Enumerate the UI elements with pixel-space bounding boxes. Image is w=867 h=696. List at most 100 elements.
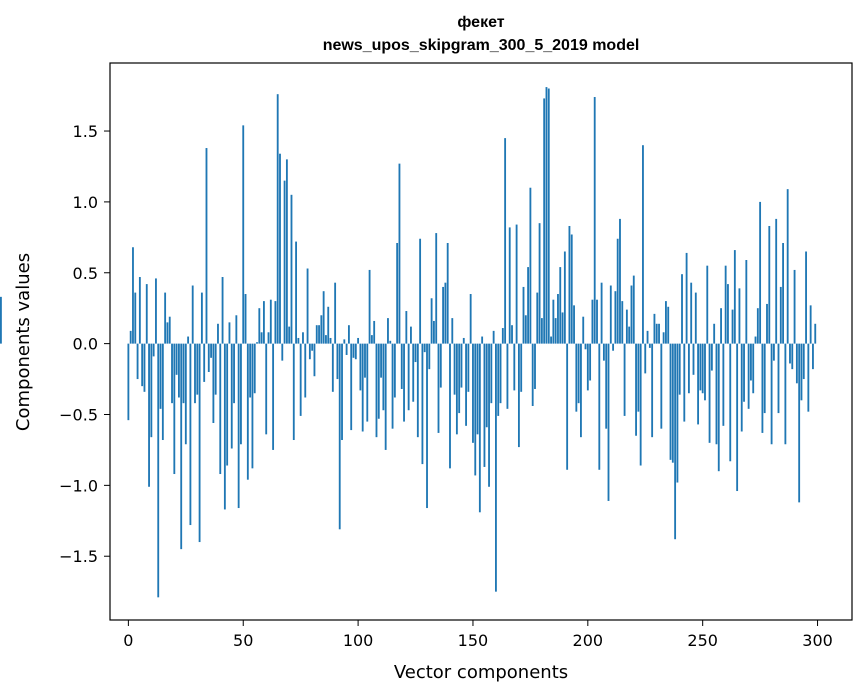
bar-component-260 [724,265,727,344]
bar-component-74 [297,337,300,344]
bar-component-136 [439,343,442,388]
bar-component-82 [315,325,318,344]
bar-component-210 [609,285,612,344]
bar-component-215 [621,301,624,344]
bar-component-138 [444,282,447,344]
bar-component-132 [430,298,433,344]
bar-component-130 [426,343,428,509]
bar-component-253 [708,343,711,443]
bar-component-84 [320,315,323,344]
bar-component-23 [180,343,183,550]
x-tick-label: 0 [123,631,133,650]
bar-component-44 [228,322,231,344]
bar-component-13 [157,343,160,598]
bar-component-76 [302,332,304,344]
bar-component-244 [687,343,690,394]
bar-component-105 [368,269,371,344]
bar-component-95 [345,343,348,355]
bar-component-2 [132,247,134,344]
bar-component-101 [359,343,362,391]
bar-component-274 [756,308,759,344]
bar-component-200 [586,343,589,391]
bar-component-43 [226,343,229,466]
bar-component-29 [194,343,196,404]
bar-component-225 [644,343,647,374]
bar-component-251 [704,343,706,401]
bar-component-54 [251,343,254,469]
bar-component-297 [809,305,812,344]
bar-component-139 [446,243,449,344]
bar-component-191 [566,343,569,470]
bar-component-102 [361,343,364,432]
y-axis-ticks: −1.5 −1.0 −0.5 0.0 0.5 1.0 1.5 [59,122,110,566]
bar-component-77 [304,343,307,398]
bar-component-159 [492,330,495,344]
bar-component-126 [416,343,419,438]
bar-component-42 [223,343,226,510]
bar-component-22 [178,343,180,398]
bar-component-214 [619,218,621,344]
bar-component-25 [184,343,187,445]
bar-component-173 [524,315,527,344]
bar-component-11 [152,343,155,357]
bar-component-212 [614,291,617,344]
bar-component-281 [772,343,775,361]
x-axis-ticks: 0 50 100 150 200 250 300 [123,620,833,650]
bar-component-217 [625,309,628,344]
bar-component-21 [175,343,178,375]
y-tick-label: 0.0 [73,335,98,354]
bar-component-107 [373,320,376,344]
bar-component-89 [331,343,334,392]
bar-component-222 [637,343,640,412]
bar-component-154 [481,336,484,344]
bar-component-172 [522,286,525,344]
bar-component-31 [198,343,201,543]
bar-component-238 [674,343,677,540]
bar-component-64 [274,301,277,344]
bar-component-121 [405,311,408,344]
bar-component-134 [435,233,438,344]
bar-component-12 [155,278,157,344]
bar-component-14 [159,343,162,409]
y-axis-label: Components values [13,253,34,431]
bar-component-264 [733,250,736,344]
bar-component-198 [582,316,585,344]
bar-component-203 [593,97,596,344]
bar-component-247 [694,292,697,344]
bar-component-169 [515,224,518,344]
bar-component-272 [752,343,755,394]
bar-component-246 [692,343,695,375]
bar-component-24 [182,343,185,404]
bar-component-115 [391,343,394,429]
bar-component-27 [189,343,192,526]
bar-component-53 [249,343,252,398]
bar-component-179 [538,223,541,344]
bar-component-91 [336,343,339,380]
bar-component-37 [212,343,215,423]
bar-component-128 [421,343,424,465]
bar-component-185 [552,299,555,344]
bar-component-267 [740,343,743,432]
bar-component-57 [258,308,261,344]
bar-component-60 [265,343,268,435]
bar-component-40 [219,343,222,475]
bar-component-94 [343,339,346,344]
bar-component-231 [658,323,660,344]
bar-component-196 [577,343,580,404]
bar-component-227 [648,343,651,348]
bar-component-293 [800,343,803,401]
bar-component-99 [354,343,357,360]
bar-component-218 [628,326,631,344]
bar-component-273 [754,336,757,344]
bar-component-229 [653,313,656,344]
bar-component-8 [145,284,148,344]
bar-component-201 [589,343,592,381]
bar-component-207 [602,343,605,361]
x-tick-label: 100 [343,631,374,650]
bar-component-282 [775,218,778,344]
bar-component-147 [465,343,467,426]
bar-component-51 [244,294,247,344]
bar-component-294 [802,343,805,380]
bar-component-52 [246,343,249,480]
bar-component-168 [513,343,516,391]
